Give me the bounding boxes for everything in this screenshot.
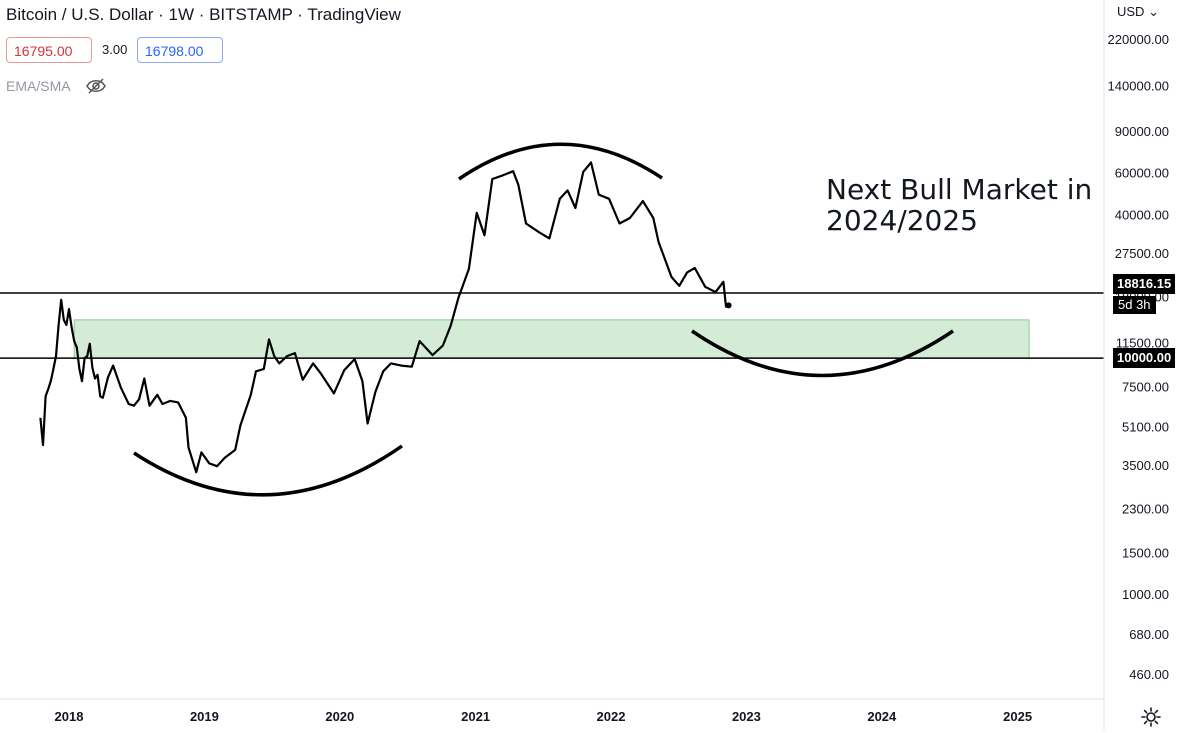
currency-label: USD bbox=[1117, 4, 1145, 19]
time-scale-labels: 2018 2019 2020 2021 2022 2023 2024 2025 bbox=[55, 709, 1033, 724]
time-tick-label: 2023 bbox=[732, 709, 761, 724]
support-zone bbox=[73, 319, 1030, 359]
cycle-arcs bbox=[133, 142, 954, 497]
price-tick-label: 40000.00 bbox=[1115, 207, 1169, 222]
time-tick-label: 2020 bbox=[325, 709, 354, 724]
support-zone-rect bbox=[73, 319, 1030, 359]
time-tick-label: 2024 bbox=[867, 709, 897, 724]
annotation-text: Next Bull Market in 2024/2025 bbox=[826, 174, 1092, 236]
price-tick-label: 27500.00 bbox=[1115, 246, 1169, 261]
price-line bbox=[39, 161, 730, 474]
time-tick-label: 2022 bbox=[597, 709, 626, 724]
price-tick-label: 1500.00 bbox=[1122, 545, 1169, 560]
cycle-arc-2019 bbox=[133, 444, 403, 497]
lower-level-badge: 10000.00 bbox=[1113, 348, 1176, 368]
price-tick-label: 3500.00 bbox=[1122, 458, 1169, 473]
cycle-arc-2021 bbox=[458, 142, 663, 181]
price-tick-label: 2300.00 bbox=[1122, 501, 1169, 516]
upper-level-badge: 18816.15 bbox=[1113, 274, 1176, 294]
price-tick-label: 11500.00 bbox=[1116, 336, 1169, 351]
price-tick-label: 7500.00 bbox=[1122, 380, 1169, 395]
price-tick-label: 90000.00 bbox=[1115, 124, 1169, 139]
indicator-legend: EMA/SMA bbox=[6, 76, 107, 96]
bar-timer-badge: 5d 3h bbox=[1113, 296, 1156, 314]
symbol-title[interactable]: Bitcoin / U.S. Dollar · 1W · BITSTAMP · … bbox=[6, 5, 401, 24]
chevron-down-icon: ⌄ bbox=[1144, 4, 1159, 19]
gear-icon[interactable] bbox=[1140, 706, 1162, 728]
price-series bbox=[39, 161, 732, 474]
time-tick-label: 2021 bbox=[461, 709, 490, 724]
price-tick-label: 680.00 bbox=[1129, 627, 1169, 642]
horizontal-levels bbox=[0, 292, 1104, 359]
price-tick-label: 60000.00 bbox=[1115, 166, 1169, 181]
currency-selector[interactable]: USD ⌄ bbox=[1117, 4, 1159, 20]
spread-value: 3.00 bbox=[102, 42, 128, 57]
price-tick-label: 220000.00 bbox=[1108, 32, 1169, 47]
annotation-line-2: 2024/2025 bbox=[826, 204, 978, 237]
price-tick-label: 5100.00 bbox=[1122, 419, 1169, 434]
time-tick-label: 2025 bbox=[1003, 709, 1032, 724]
annotation-line-1: Next Bull Market in bbox=[826, 173, 1093, 206]
time-tick-label: 2018 bbox=[55, 709, 84, 724]
time-tick-label: 2019 bbox=[190, 709, 219, 724]
price-tick-label: 1000.00 bbox=[1122, 587, 1169, 602]
indicator-label[interactable]: EMA/SMA bbox=[6, 78, 71, 94]
buy-price-button[interactable]: 16798.00 bbox=[137, 37, 223, 63]
last-price-dot bbox=[725, 302, 732, 309]
cycle-arc-2023 bbox=[691, 329, 954, 378]
eye-off-icon[interactable] bbox=[85, 76, 107, 96]
price-tick-label: 140000.00 bbox=[1108, 79, 1169, 94]
price-tick-label: 460.00 bbox=[1129, 667, 1169, 682]
sell-price-button[interactable]: 16795.00 bbox=[6, 37, 92, 63]
